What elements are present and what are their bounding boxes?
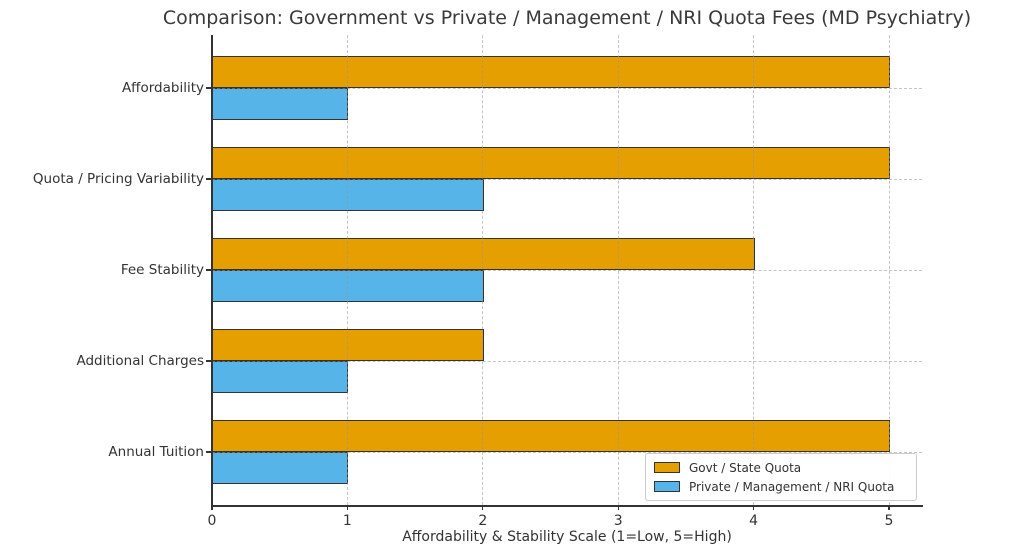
- y-tick-mark: [206, 451, 211, 453]
- x-tick-mark: [346, 505, 349, 510]
- y-tick-label: Additional Charges: [76, 353, 204, 369]
- legend-swatch-private: [654, 481, 680, 492]
- y-gridline: [212, 178, 922, 180]
- y-gridline: [212, 451, 922, 453]
- y-tick-label: Annual Tuition: [108, 444, 204, 460]
- bar-private-quota: [211, 361, 349, 393]
- y-gridline: [212, 87, 922, 89]
- bar-govt-quota: [211, 420, 890, 452]
- y-tick-mark: [206, 269, 211, 271]
- x-axis-label: Affordability & Stability Scale (1=Low, …: [402, 529, 732, 545]
- x-tick-mark: [752, 505, 755, 510]
- y-tick-label: Fee Stability: [120, 262, 204, 278]
- bar-private-quota: [211, 452, 349, 484]
- legend-label-govt: Govt / State Quota: [689, 460, 802, 475]
- y-tick-mark: [206, 87, 211, 89]
- legend-entry-private: Private / Management / NRI Quota: [654, 477, 908, 496]
- y-tick-mark: [206, 360, 211, 362]
- x-tick-label: 0: [207, 513, 217, 529]
- x-tick-label: 3: [613, 513, 623, 529]
- y-gridline: [212, 269, 922, 271]
- x-tick-mark: [888, 505, 890, 510]
- bar-private-quota: [211, 88, 349, 120]
- legend-swatch-govt: [654, 462, 680, 473]
- y-axis-spine: [211, 35, 213, 506]
- chart-title: Comparison: Government vs Private / Mana…: [162, 7, 972, 29]
- x-axis-spine: [211, 505, 923, 507]
- x-tick-label: 5: [884, 513, 894, 529]
- x-tick-label: 1: [342, 513, 352, 529]
- x-tick-label: 2: [478, 513, 488, 529]
- x-tick-label: 4: [749, 513, 759, 529]
- legend-entry-govt: Govt / State Quota: [654, 458, 908, 477]
- legend: Govt / State Quota Private / Management …: [645, 453, 917, 501]
- legend-label-private: Private / Management / NRI Quota: [689, 479, 895, 494]
- bar-govt-quota: [211, 56, 890, 88]
- y-tick-mark: [206, 178, 211, 180]
- y-gridline: [212, 360, 922, 362]
- bar-govt-quota: [211, 147, 890, 179]
- x-tick-mark: [482, 505, 484, 510]
- y-tick-label: Affordability: [121, 80, 204, 96]
- x-tick-mark: [617, 505, 619, 510]
- x-tick-mark: [211, 505, 213, 510]
- y-tick-label: Quota / Pricing Variability: [32, 171, 204, 187]
